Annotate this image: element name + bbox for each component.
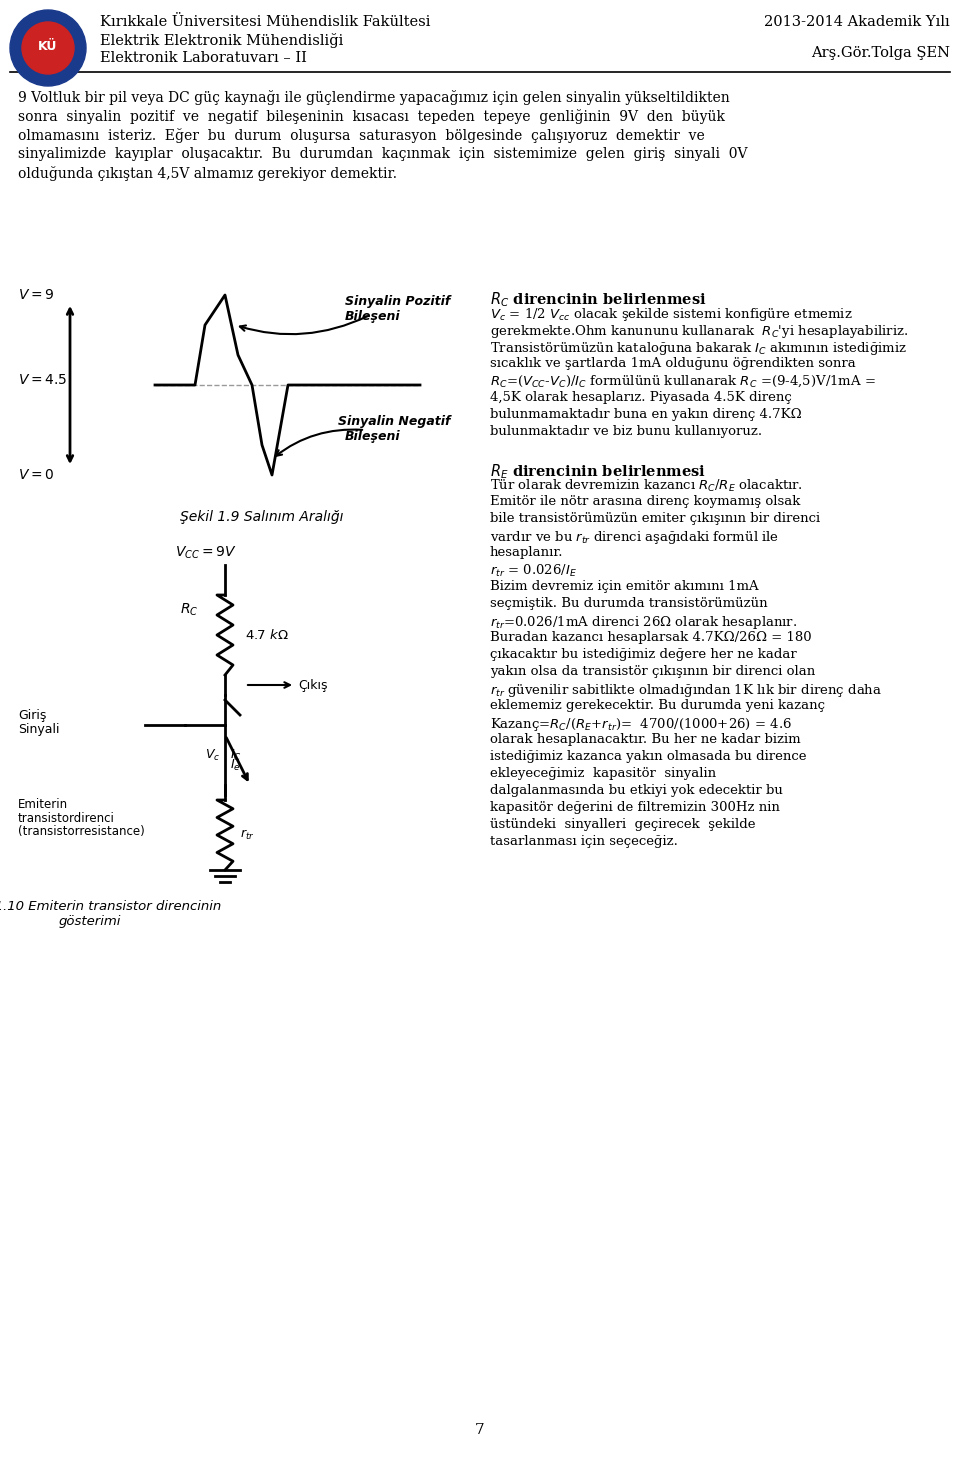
Text: Emitör ile nötr arasına direnç koymamış olsak: Emitör ile nötr arasına direnç koymamış … (490, 495, 801, 508)
Text: $V_c$ = 1/2 $V_{cc}$ olacak şekilde sistemi konfigüre etmemiz: $V_c$ = 1/2 $V_{cc}$ olacak şekilde sist… (490, 307, 852, 323)
Text: 7: 7 (475, 1424, 485, 1437)
Text: tasarlanması için seçeceğiz.: tasarlanması için seçeceğiz. (490, 835, 678, 848)
Text: Bileşeni: Bileşeni (345, 310, 400, 323)
Text: ekleyeceğimiz  kapasitör  sinyalin: ekleyeceğimiz kapasitör sinyalin (490, 766, 716, 780)
Text: Sinyalin Negatif: Sinyalin Negatif (338, 415, 450, 428)
Text: çıkacaktır bu istediğimiz değere her ne kadar: çıkacaktır bu istediğimiz değere her ne … (490, 648, 797, 661)
Text: KÜ: KÜ (38, 39, 58, 53)
Text: 2013-2014 Akademik Yılı: 2013-2014 Akademik Yılı (764, 15, 950, 29)
Text: bile transistörümüzün emiter çıkışının bir direnci: bile transistörümüzün emiter çıkışının b… (490, 512, 820, 526)
Text: Kazanç=$R_C$/($R_E$+$r_{tr}$)=  4700/(1000+26) = 4.6: Kazanç=$R_C$/($R_E$+$r_{tr}$)= 4700/(100… (490, 715, 792, 733)
Text: 4,5K olarak hesaplarız. Piyasada 4.5K direnç: 4,5K olarak hesaplarız. Piyasada 4.5K di… (490, 391, 792, 404)
Text: Bileşeni: Bileşeni (345, 431, 400, 442)
Text: dalgalanmasında bu etkiyi yok edecektir bu: dalgalanmasında bu etkiyi yok edecektir … (490, 784, 782, 797)
Text: $V = 4.5$: $V = 4.5$ (18, 372, 67, 387)
Text: istediğimiz kazanca yakın olmasada bu dirence: istediğimiz kazanca yakın olmasada bu di… (490, 750, 806, 764)
Text: transistordirenci: transistordirenci (18, 812, 115, 825)
Text: Şekil 1.9 Salınım Aralığı: Şekil 1.9 Salınım Aralığı (180, 510, 344, 524)
Text: sıcaklık ve şartlarda 1mA olduğunu öğrendikten sonra: sıcaklık ve şartlarda 1mA olduğunu öğren… (490, 358, 855, 369)
Text: $r_{tr}$: $r_{tr}$ (240, 828, 254, 842)
Text: Şekil 1.10 Emiterin transistor direncinin
gösterimi: Şekil 1.10 Emiterin transistor direncini… (0, 899, 221, 929)
Text: olarak hesaplanacaktır. Bu her ne kadar bizim: olarak hesaplanacaktır. Bu her ne kadar … (490, 733, 801, 746)
Text: $I_C$: $I_C$ (230, 748, 242, 762)
Text: $V = 0$: $V = 0$ (18, 469, 55, 482)
Text: olduğunda çıkıştan 4,5V almamız gerekiyor demektir.: olduğunda çıkıştan 4,5V almamız gerekiyo… (18, 166, 397, 181)
Text: Kırıkkale Üniversitesi Mühendislik Fakültesi: Kırıkkale Üniversitesi Mühendislik Fakül… (100, 15, 430, 29)
Text: üstündeki  sinyalleri  geçirecek  şekilde: üstündeki sinyalleri geçirecek şekilde (490, 818, 756, 831)
Text: $r_{tr}$ = 0.026/$I_E$: $r_{tr}$ = 0.026/$I_E$ (490, 564, 577, 580)
Text: Arş.Gör.Tolga ŞEN: Arş.Gör.Tolga ŞEN (811, 47, 950, 60)
Text: $4.7\ k\Omega$: $4.7\ k\Omega$ (245, 628, 289, 642)
Text: $r_{tr}$=0.026/1mA direnci 26Ω olarak hesaplanır.: $r_{tr}$=0.026/1mA direnci 26Ω olarak he… (490, 615, 797, 631)
Text: gerekmekte.Ohm kanununu kullanarak  $R_C$'yi hesaplayabiliriz.: gerekmekte.Ohm kanununu kullanarak $R_C$… (490, 323, 908, 340)
Text: kapasitör değerini de filtremizin 300Hz nin: kapasitör değerini de filtremizin 300Hz … (490, 802, 780, 815)
Text: Transistörümüzün kataloğuna bakarak $I_C$ akımının istediğimiz: Transistörümüzün kataloğuna bakarak $I_C… (490, 340, 907, 358)
Text: $I_e$: $I_e$ (230, 758, 241, 772)
Text: Emiterin: Emiterin (18, 799, 68, 812)
Text: Buradan kazancı hesaplarsak 4.7KΩ/26Ω = 180: Buradan kazancı hesaplarsak 4.7KΩ/26Ω = … (490, 631, 811, 644)
Text: vardır ve bu $r_{tr}$ direnci aşağıdaki formül ile: vardır ve bu $r_{tr}$ direnci aşağıdaki … (490, 529, 780, 546)
Text: Bizim devremiz için emitör akımını 1mA: Bizim devremiz için emitör akımını 1mA (490, 580, 758, 593)
Text: Elektrik Elektronik Mühendisliği: Elektrik Elektronik Mühendisliği (100, 34, 344, 48)
Text: $R_C$=($V_{CC}$-$V_C$)/$I_C$ formülünü kullanarak $R_C$ =(9-4,5)V/1mA =: $R_C$=($V_{CC}$-$V_C$)/$I_C$ formülünü k… (490, 374, 876, 390)
Text: $V_{CC} = 9V$: $V_{CC} = 9V$ (175, 545, 236, 562)
Text: sinyalimizde  kayıplar  oluşacaktır.  Bu  durumdan  kaçınmak  için  sistemimize : sinyalimizde kayıplar oluşacaktır. Bu du… (18, 147, 748, 161)
Text: $r_{tr}$ güvenilir sabitlikte olmadığından 1K lık bir direnç daha: $r_{tr}$ güvenilir sabitlikte olmadığınd… (490, 682, 882, 699)
Text: $V_c$: $V_c$ (205, 748, 220, 762)
Text: seçmiştik. Bu durumda transistörümüzün: seçmiştik. Bu durumda transistörümüzün (490, 597, 768, 610)
Text: Giriş: Giriş (18, 708, 46, 721)
Text: hesaplanır.: hesaplanır. (490, 546, 564, 559)
Text: bulunmamaktadır buna en yakın direnç 4.7KΩ: bulunmamaktadır buna en yakın direnç 4.7… (490, 407, 802, 420)
Circle shape (22, 22, 74, 74)
Text: 9 Voltluk bir pil veya DC güç kaynağı ile güçlendirme yapacağımız için gelen sin: 9 Voltluk bir pil veya DC güç kaynağı il… (18, 91, 730, 105)
Text: Sinyali: Sinyali (18, 724, 60, 736)
Text: Elektronik Laboratuvarı – II: Elektronik Laboratuvarı – II (100, 51, 307, 66)
Text: $R_C$: $R_C$ (180, 602, 199, 618)
Circle shape (10, 10, 86, 86)
Text: $R_E$ direncinin belirlenmesi: $R_E$ direncinin belirlenmesi (490, 461, 706, 480)
Text: $V = 9$: $V = 9$ (18, 288, 55, 302)
Text: eklememiz gerekecektir. Bu durumda yeni kazanç: eklememiz gerekecektir. Bu durumda yeni … (490, 699, 825, 712)
Text: Sinyalin Pozitif: Sinyalin Pozitif (345, 295, 450, 308)
Text: $R_C$ direncinin belirlenmesi: $R_C$ direncinin belirlenmesi (490, 291, 707, 308)
Text: bulunmaktadır ve biz bunu kullanıyoruz.: bulunmaktadır ve biz bunu kullanıyoruz. (490, 425, 762, 438)
Text: Tür olarak devremizin kazancı $R_C$/$R_E$ olacaktır.: Tür olarak devremizin kazancı $R_C$/$R_E… (490, 477, 803, 493)
Text: yakın olsa da transistör çıkışının bir direnci olan: yakın olsa da transistör çıkışının bir d… (490, 664, 815, 677)
Text: olmamasını  isteriz.  Eğer  bu  durum  oluşursa  saturasyon  bölgesinde  çalışıy: olmamasını isteriz. Eğer bu durum oluşur… (18, 128, 705, 143)
Text: sonra  sinyalin  pozitif  ve  negatif  bileşeninin  kısacası  tepeden  tepeye  g: sonra sinyalin pozitif ve negatif bileşe… (18, 110, 725, 124)
Text: Çıkış: Çıkış (298, 679, 327, 692)
Text: (transistorresistance): (transistorresistance) (18, 825, 145, 838)
